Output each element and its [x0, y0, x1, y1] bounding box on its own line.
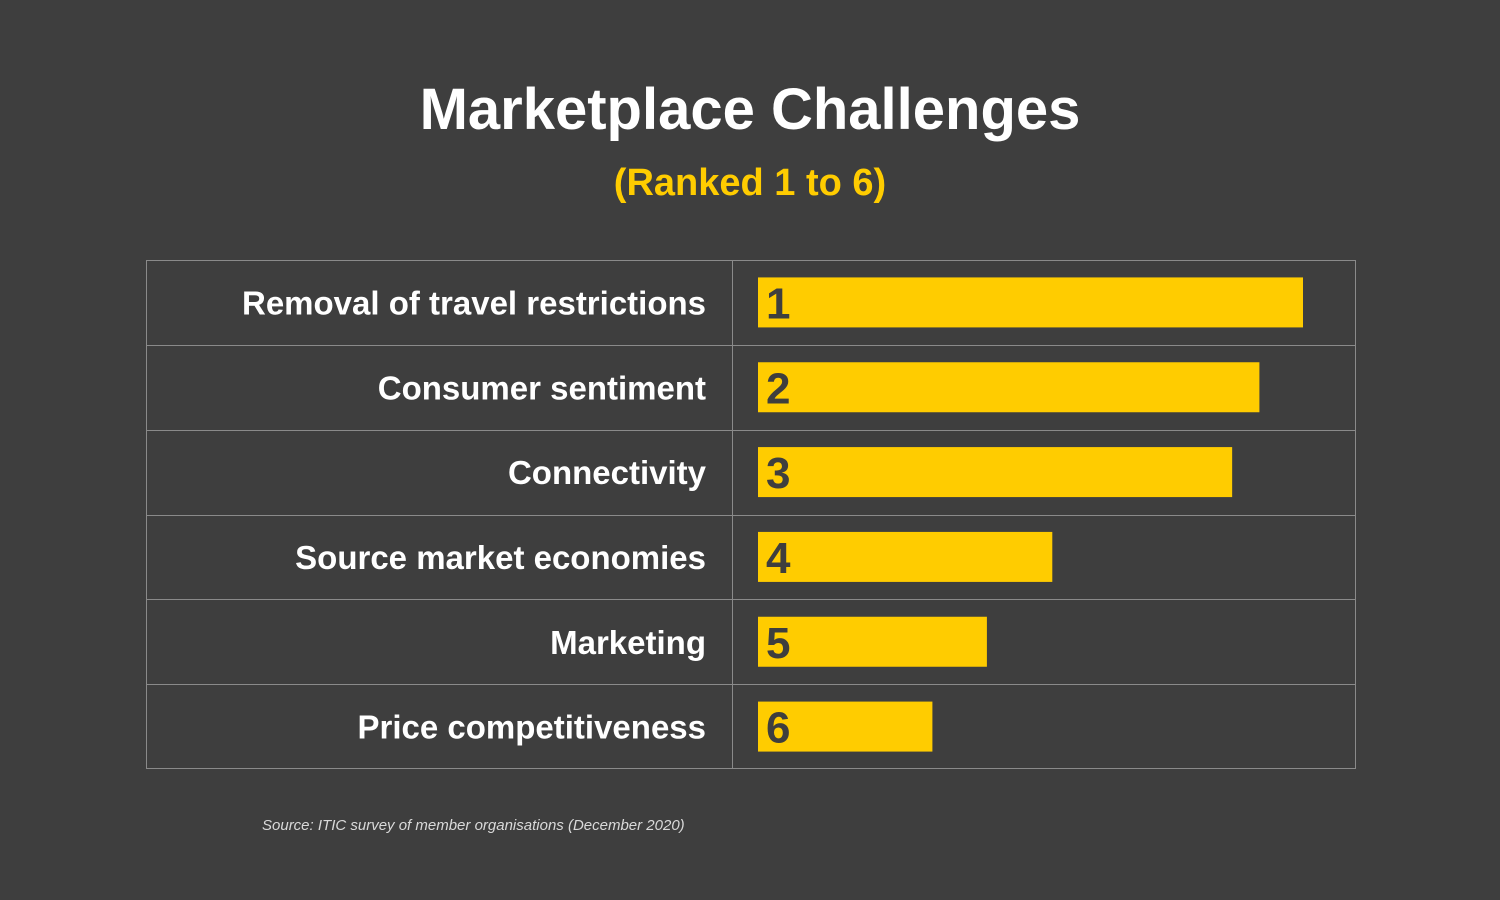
rank-label: 4	[766, 534, 791, 583]
ranking-chart: Removal of travel restrictions 1 Consumer …	[146, 260, 1356, 769]
category-label: Connectivity	[508, 454, 707, 491]
rank-label: 6	[766, 704, 790, 753]
rank-label: 5	[766, 619, 790, 668]
rank-label: 1	[766, 279, 790, 328]
source-note: Source: ITIC survey of member organisati…	[262, 817, 685, 834]
category-label: Removal of travel restrictions	[242, 284, 706, 321]
ranking-chart-svg: Removal of travel restrictions 1 Consumer …	[146, 260, 1356, 769]
category-label: Source market economies	[295, 539, 706, 576]
bar	[758, 531, 1053, 582]
chart-title: Marketplace Challenges	[419, 77, 1081, 142]
category-label: Marketing	[550, 624, 706, 661]
bar	[758, 447, 1233, 498]
bar	[758, 362, 1260, 413]
rank-label: 2	[766, 364, 790, 413]
category-label: Price competitiveness	[358, 709, 707, 746]
chart-subtitle: (Ranked 1 to 6)	[613, 162, 887, 204]
bar	[758, 701, 933, 752]
bar	[758, 277, 1303, 328]
rank-label: 3	[766, 449, 790, 498]
category-label: Consumer sentiment	[378, 369, 706, 406]
table-frame	[146, 260, 1356, 769]
bar	[758, 616, 987, 667]
